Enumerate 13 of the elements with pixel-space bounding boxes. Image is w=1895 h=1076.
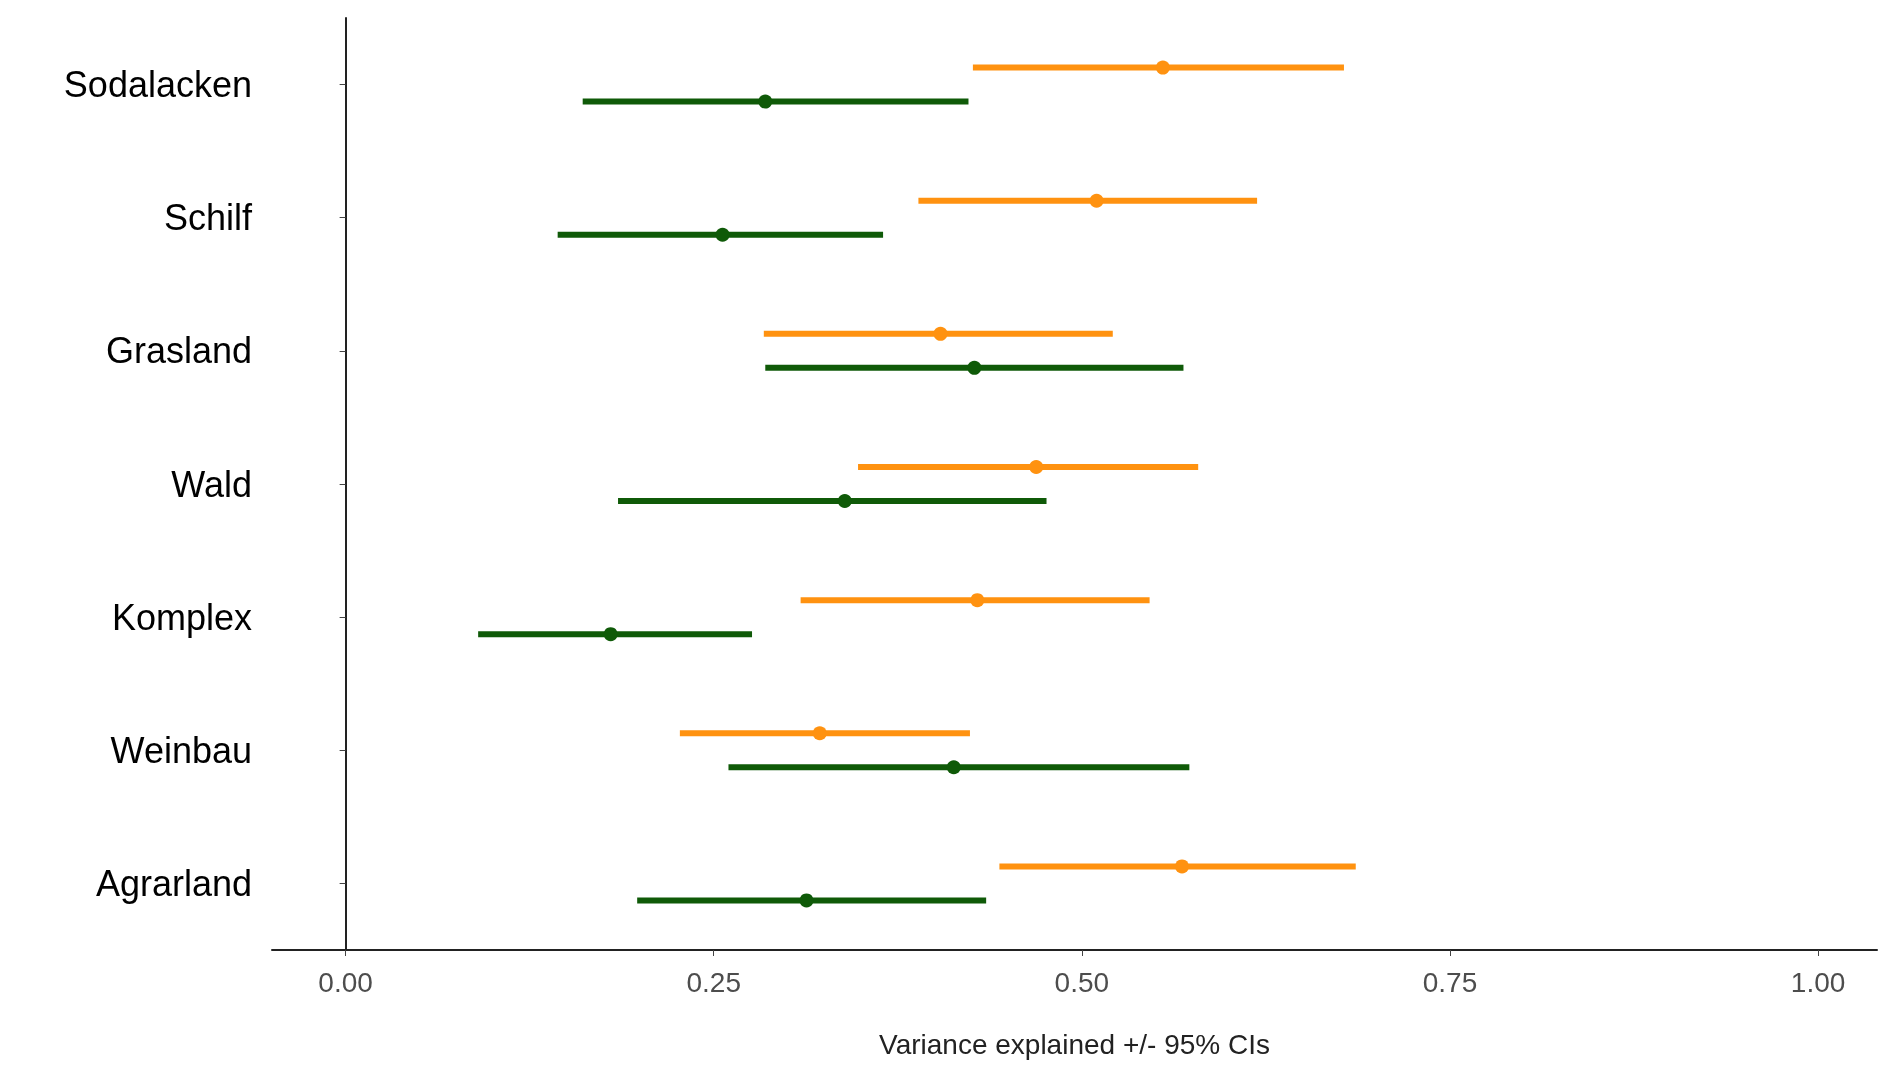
y-tick-label: Grasland	[105, 330, 252, 372]
y-tick-label: Agrarland	[95, 862, 252, 904]
x-tick-label: 0.25	[686, 966, 741, 998]
x-tick-label: 1.00	[1790, 966, 1846, 998]
x-axis-title: Variance explained +/- 95% CIs	[879, 1028, 1270, 1060]
y-tick-label: Weinbau	[110, 729, 252, 771]
y-tick-label: Sodalacken	[63, 64, 252, 106]
x-tick-label: 0.50	[1054, 966, 1110, 998]
y-tick-label: Komplex	[111, 596, 252, 638]
y-tick-label: Schilf	[163, 197, 253, 239]
y-tick-label: Wald	[171, 463, 252, 505]
x-tick-label: 0.75	[1422, 966, 1478, 998]
x-tick-label: 0.00	[318, 966, 373, 998]
